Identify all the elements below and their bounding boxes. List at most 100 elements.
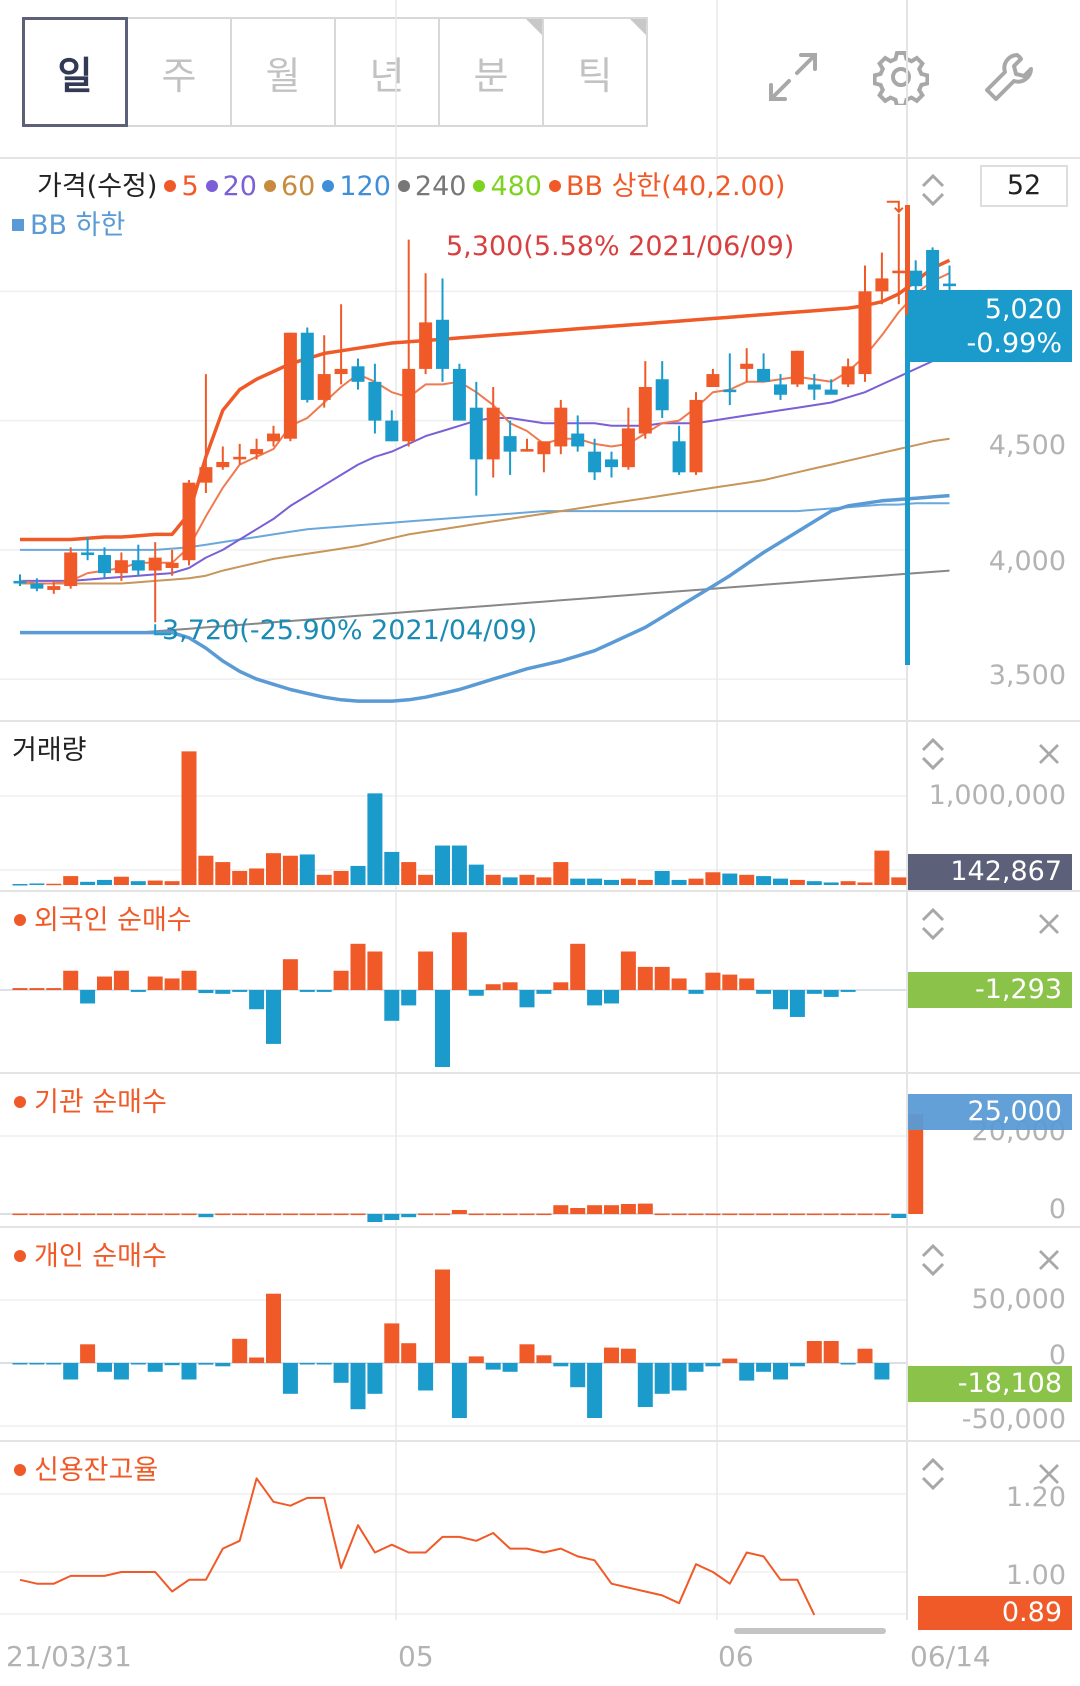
submenu-corner-icon	[526, 19, 542, 35]
volume-bar	[789, 1213, 805, 1216]
period-input[interactable]: 52	[980, 165, 1068, 207]
candle-body	[503, 436, 517, 452]
reorder-icon[interactable]	[913, 1454, 953, 1494]
volume-bar	[722, 1358, 738, 1363]
candle-body	[943, 283, 956, 287]
volume-bar	[80, 990, 96, 1004]
volume-bar	[249, 990, 265, 1010]
volume-bar	[620, 878, 636, 885]
reorder-icon[interactable]	[913, 1240, 953, 1280]
price-chart[interactable]	[0, 0, 1080, 720]
reorder-icon[interactable]	[913, 904, 953, 944]
volume-bar	[553, 862, 569, 885]
close-icon[interactable]	[1031, 1454, 1067, 1494]
volume-bar	[97, 976, 112, 990]
tab-tick[interactable]: 틱	[542, 17, 648, 127]
credit-pane: 신용잔고율 1.20 1.00 0.89	[0, 1442, 1080, 1634]
candle-body	[317, 374, 331, 400]
settings-button[interactable]	[860, 36, 942, 118]
tools-button[interactable]	[968, 36, 1050, 118]
candle-body	[554, 407, 568, 447]
legend-dot	[473, 180, 486, 192]
volume-bar	[29, 1363, 45, 1365]
volume-bar	[502, 877, 518, 885]
individual-chart[interactable]	[0, 1228, 1080, 1440]
reorder-icon[interactable]	[913, 734, 953, 774]
volume-bar	[536, 990, 552, 994]
volume-bar	[502, 982, 518, 990]
expand-icon	[769, 53, 817, 101]
volume-bar	[12, 883, 28, 886]
volume-bar	[316, 874, 332, 885]
legend-label: 120	[339, 171, 391, 202]
reorder-icon[interactable]	[913, 170, 953, 210]
range-bar-up	[905, 205, 910, 315]
candle-body	[875, 278, 889, 292]
y-label-4000: 4,000	[988, 546, 1066, 577]
volume-bar	[485, 874, 501, 885]
institution-y-label-0: 0	[1048, 1194, 1066, 1225]
volume-bar	[435, 1269, 450, 1363]
price-legend: 가격(수정) 5 20 60 120 240 480 BB 상한(40,2.00)	[37, 164, 792, 203]
tab-day[interactable]: 일	[22, 17, 128, 127]
volume-bar	[232, 1213, 248, 1216]
volume-bar	[823, 1341, 839, 1363]
volume-bar	[249, 1357, 265, 1363]
volume-bar	[857, 882, 873, 885]
volume-bar	[739, 978, 755, 990]
volume-bar	[299, 854, 315, 885]
institution-title-text: 기관 순매수	[34, 1087, 167, 1118]
candle-body	[351, 366, 365, 382]
horizontal-scrollbar[interactable]	[734, 1628, 886, 1634]
volume-bar	[316, 1213, 332, 1216]
volume-bar	[739, 874, 755, 885]
bb-lower-line	[20, 493, 950, 703]
expand-button[interactable]	[752, 36, 834, 118]
wrench-icon	[985, 53, 1033, 101]
volume-bar	[384, 990, 400, 1021]
tab-year[interactable]: 년	[334, 17, 440, 127]
volume-bar	[401, 1343, 417, 1363]
candle-body	[334, 368, 348, 375]
volume-bar	[620, 1348, 636, 1363]
candle-body	[436, 319, 449, 369]
series-dot	[14, 1096, 26, 1108]
volume-bar	[97, 879, 112, 885]
pane-divider	[0, 890, 1080, 892]
volume-bar	[384, 1323, 400, 1363]
individual-badge: -18,108	[908, 1366, 1072, 1402]
volume-bar	[806, 990, 822, 994]
foreign-chart[interactable]	[0, 892, 1080, 1072]
series-dot	[14, 914, 26, 926]
volume-bar	[299, 990, 315, 992]
ma5-line	[19, 272, 950, 585]
volume-bar	[12, 988, 28, 990]
volume-bar	[891, 1214, 907, 1218]
close-icon[interactable]	[1031, 1240, 1067, 1280]
volume-bar	[840, 1213, 856, 1216]
volume-bar	[756, 1363, 772, 1372]
individual-title: 개인 순매수	[12, 1234, 167, 1273]
credit-chart[interactable]	[0, 1442, 1080, 1620]
volume-bar	[266, 990, 281, 1044]
candle-body	[740, 363, 754, 369]
volume-bar	[164, 978, 180, 990]
volume-bar	[570, 878, 586, 885]
candle-body	[47, 586, 61, 590]
institution-chart[interactable]	[0, 1074, 1080, 1226]
tab-day-label: 일	[57, 53, 93, 98]
legend-item-2: 20	[205, 171, 257, 202]
volume-bar	[756, 876, 772, 885]
tab-minute[interactable]: 분	[438, 17, 544, 127]
volume-bar	[80, 1344, 96, 1363]
close-icon[interactable]	[1031, 904, 1067, 944]
volume-bar	[266, 1213, 281, 1216]
close-icon[interactable]	[1031, 734, 1067, 774]
candle-body	[402, 368, 416, 442]
volume-bar	[637, 1203, 653, 1214]
volume-bar	[435, 1213, 450, 1216]
volume-bar	[688, 878, 704, 885]
volume-bar	[181, 1363, 197, 1380]
tab-week[interactable]: 주	[126, 17, 232, 127]
candle-body	[250, 449, 264, 455]
